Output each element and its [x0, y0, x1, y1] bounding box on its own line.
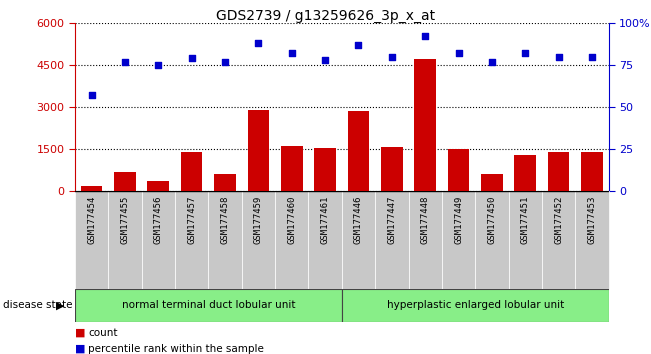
Bar	[481, 175, 503, 191]
Point	[153, 62, 163, 68]
Text: disease state: disease state	[3, 300, 73, 310]
Point	[120, 59, 130, 64]
Bar	[409, 191, 442, 289]
Text: GSM177453: GSM177453	[587, 196, 596, 244]
Bar	[348, 111, 369, 191]
Text: GSM177461: GSM177461	[320, 196, 329, 244]
Bar	[575, 191, 609, 289]
Text: GSM177454: GSM177454	[87, 196, 96, 244]
Bar	[581, 152, 603, 191]
Bar	[114, 172, 136, 191]
Text: GSM177451: GSM177451	[521, 196, 530, 244]
Text: GSM177456: GSM177456	[154, 196, 163, 244]
Text: GSM177459: GSM177459	[254, 196, 263, 244]
Text: GSM177448: GSM177448	[421, 196, 430, 244]
Bar	[309, 191, 342, 289]
Bar	[181, 152, 202, 191]
Text: count: count	[88, 328, 117, 338]
Bar	[175, 191, 208, 289]
Bar	[75, 191, 108, 289]
Text: GSM177449: GSM177449	[454, 196, 463, 244]
Point	[487, 59, 497, 64]
Bar	[242, 191, 275, 289]
Text: normal terminal duct lobular unit: normal terminal duct lobular unit	[122, 300, 295, 310]
Point	[387, 54, 397, 59]
Text: GDS2739 / g13259626_3p_x_at: GDS2739 / g13259626_3p_x_at	[216, 9, 435, 23]
Text: GSM177447: GSM177447	[387, 196, 396, 244]
Bar	[247, 110, 270, 191]
Bar	[142, 191, 175, 289]
Point	[353, 42, 364, 48]
Bar	[475, 191, 508, 289]
Point	[553, 54, 564, 59]
Bar	[147, 181, 169, 191]
Text: percentile rank within the sample: percentile rank within the sample	[88, 344, 264, 354]
Point	[520, 50, 531, 56]
Text: GSM177457: GSM177457	[187, 196, 196, 244]
Point	[320, 57, 330, 63]
Bar	[508, 191, 542, 289]
Point	[420, 34, 430, 39]
Text: GSM177452: GSM177452	[554, 196, 563, 244]
Text: ■: ■	[75, 344, 85, 354]
Text: ■: ■	[75, 328, 85, 338]
Bar	[314, 148, 336, 191]
Bar	[414, 59, 436, 191]
Bar	[542, 191, 575, 289]
Bar	[342, 289, 609, 322]
Bar	[275, 191, 309, 289]
Point	[87, 92, 97, 98]
Bar	[81, 185, 102, 191]
Bar	[108, 191, 142, 289]
Text: hyperplastic enlarged lobular unit: hyperplastic enlarged lobular unit	[387, 300, 564, 310]
Point	[453, 50, 464, 56]
Text: ▶: ▶	[55, 300, 64, 310]
Text: GSM177458: GSM177458	[221, 196, 230, 244]
Bar	[547, 152, 570, 191]
Bar	[381, 147, 403, 191]
Point	[220, 59, 230, 64]
Bar	[342, 191, 375, 289]
Text: GSM177455: GSM177455	[120, 196, 130, 244]
Bar	[514, 155, 536, 191]
Text: GSM177460: GSM177460	[287, 196, 296, 244]
Bar	[281, 146, 303, 191]
Bar	[442, 191, 475, 289]
Point	[587, 54, 597, 59]
Bar	[375, 191, 409, 289]
Bar	[208, 191, 242, 289]
Bar	[75, 289, 342, 322]
Point	[186, 56, 197, 61]
Point	[286, 50, 297, 56]
Text: GSM177446: GSM177446	[354, 196, 363, 244]
Text: GSM177450: GSM177450	[488, 196, 497, 244]
Point	[253, 40, 264, 46]
Bar	[214, 175, 236, 191]
Bar	[448, 149, 469, 191]
